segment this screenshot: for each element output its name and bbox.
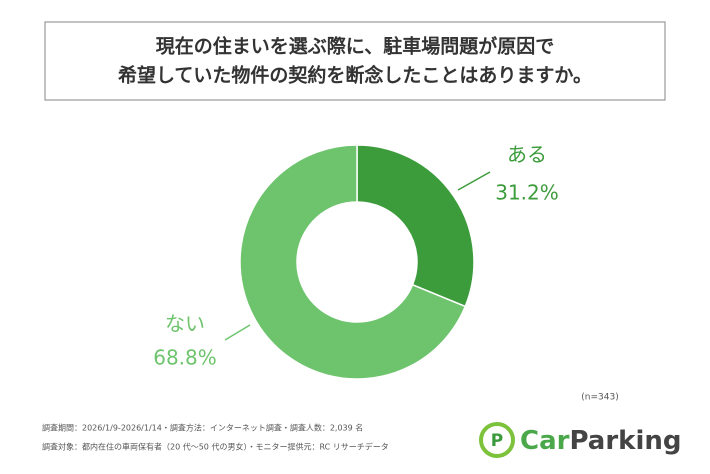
logo-word: Parking [569, 426, 681, 456]
chart-title: 現在の住まいを選ぶ際に、駐車場問題が原因で [156, 35, 554, 58]
leader-line [457, 171, 491, 191]
sample-note: (n=343) [581, 393, 618, 403]
category-label: ない [165, 312, 205, 336]
logo-ring [479, 422, 515, 458]
logo-text: CarParking [520, 426, 682, 456]
footer-text: 調査対象：都内在住の車両保有者（20 代～50 代の男女）・モニター提供元：RC… [42, 442, 389, 452]
donut-segment [356, 144, 475, 308]
logo-icon: P [491, 431, 503, 451]
leader-line [224, 324, 251, 341]
logo-word: Car [520, 426, 570, 456]
footer-text: 調査期間：2026/1/9-2026/1/14・調査方法：インターネット調査・調… [42, 423, 363, 433]
value-label: 68.8% [153, 346, 217, 370]
logo: P CarParking [479, 422, 682, 458]
category-label: ある [507, 143, 547, 167]
value-label: 31.2% [495, 181, 559, 205]
title-box [44, 21, 666, 101]
donut-segment [239, 144, 467, 380]
chart-title: 希望していた物件の契約を断念したことはありますか。 [118, 64, 592, 87]
